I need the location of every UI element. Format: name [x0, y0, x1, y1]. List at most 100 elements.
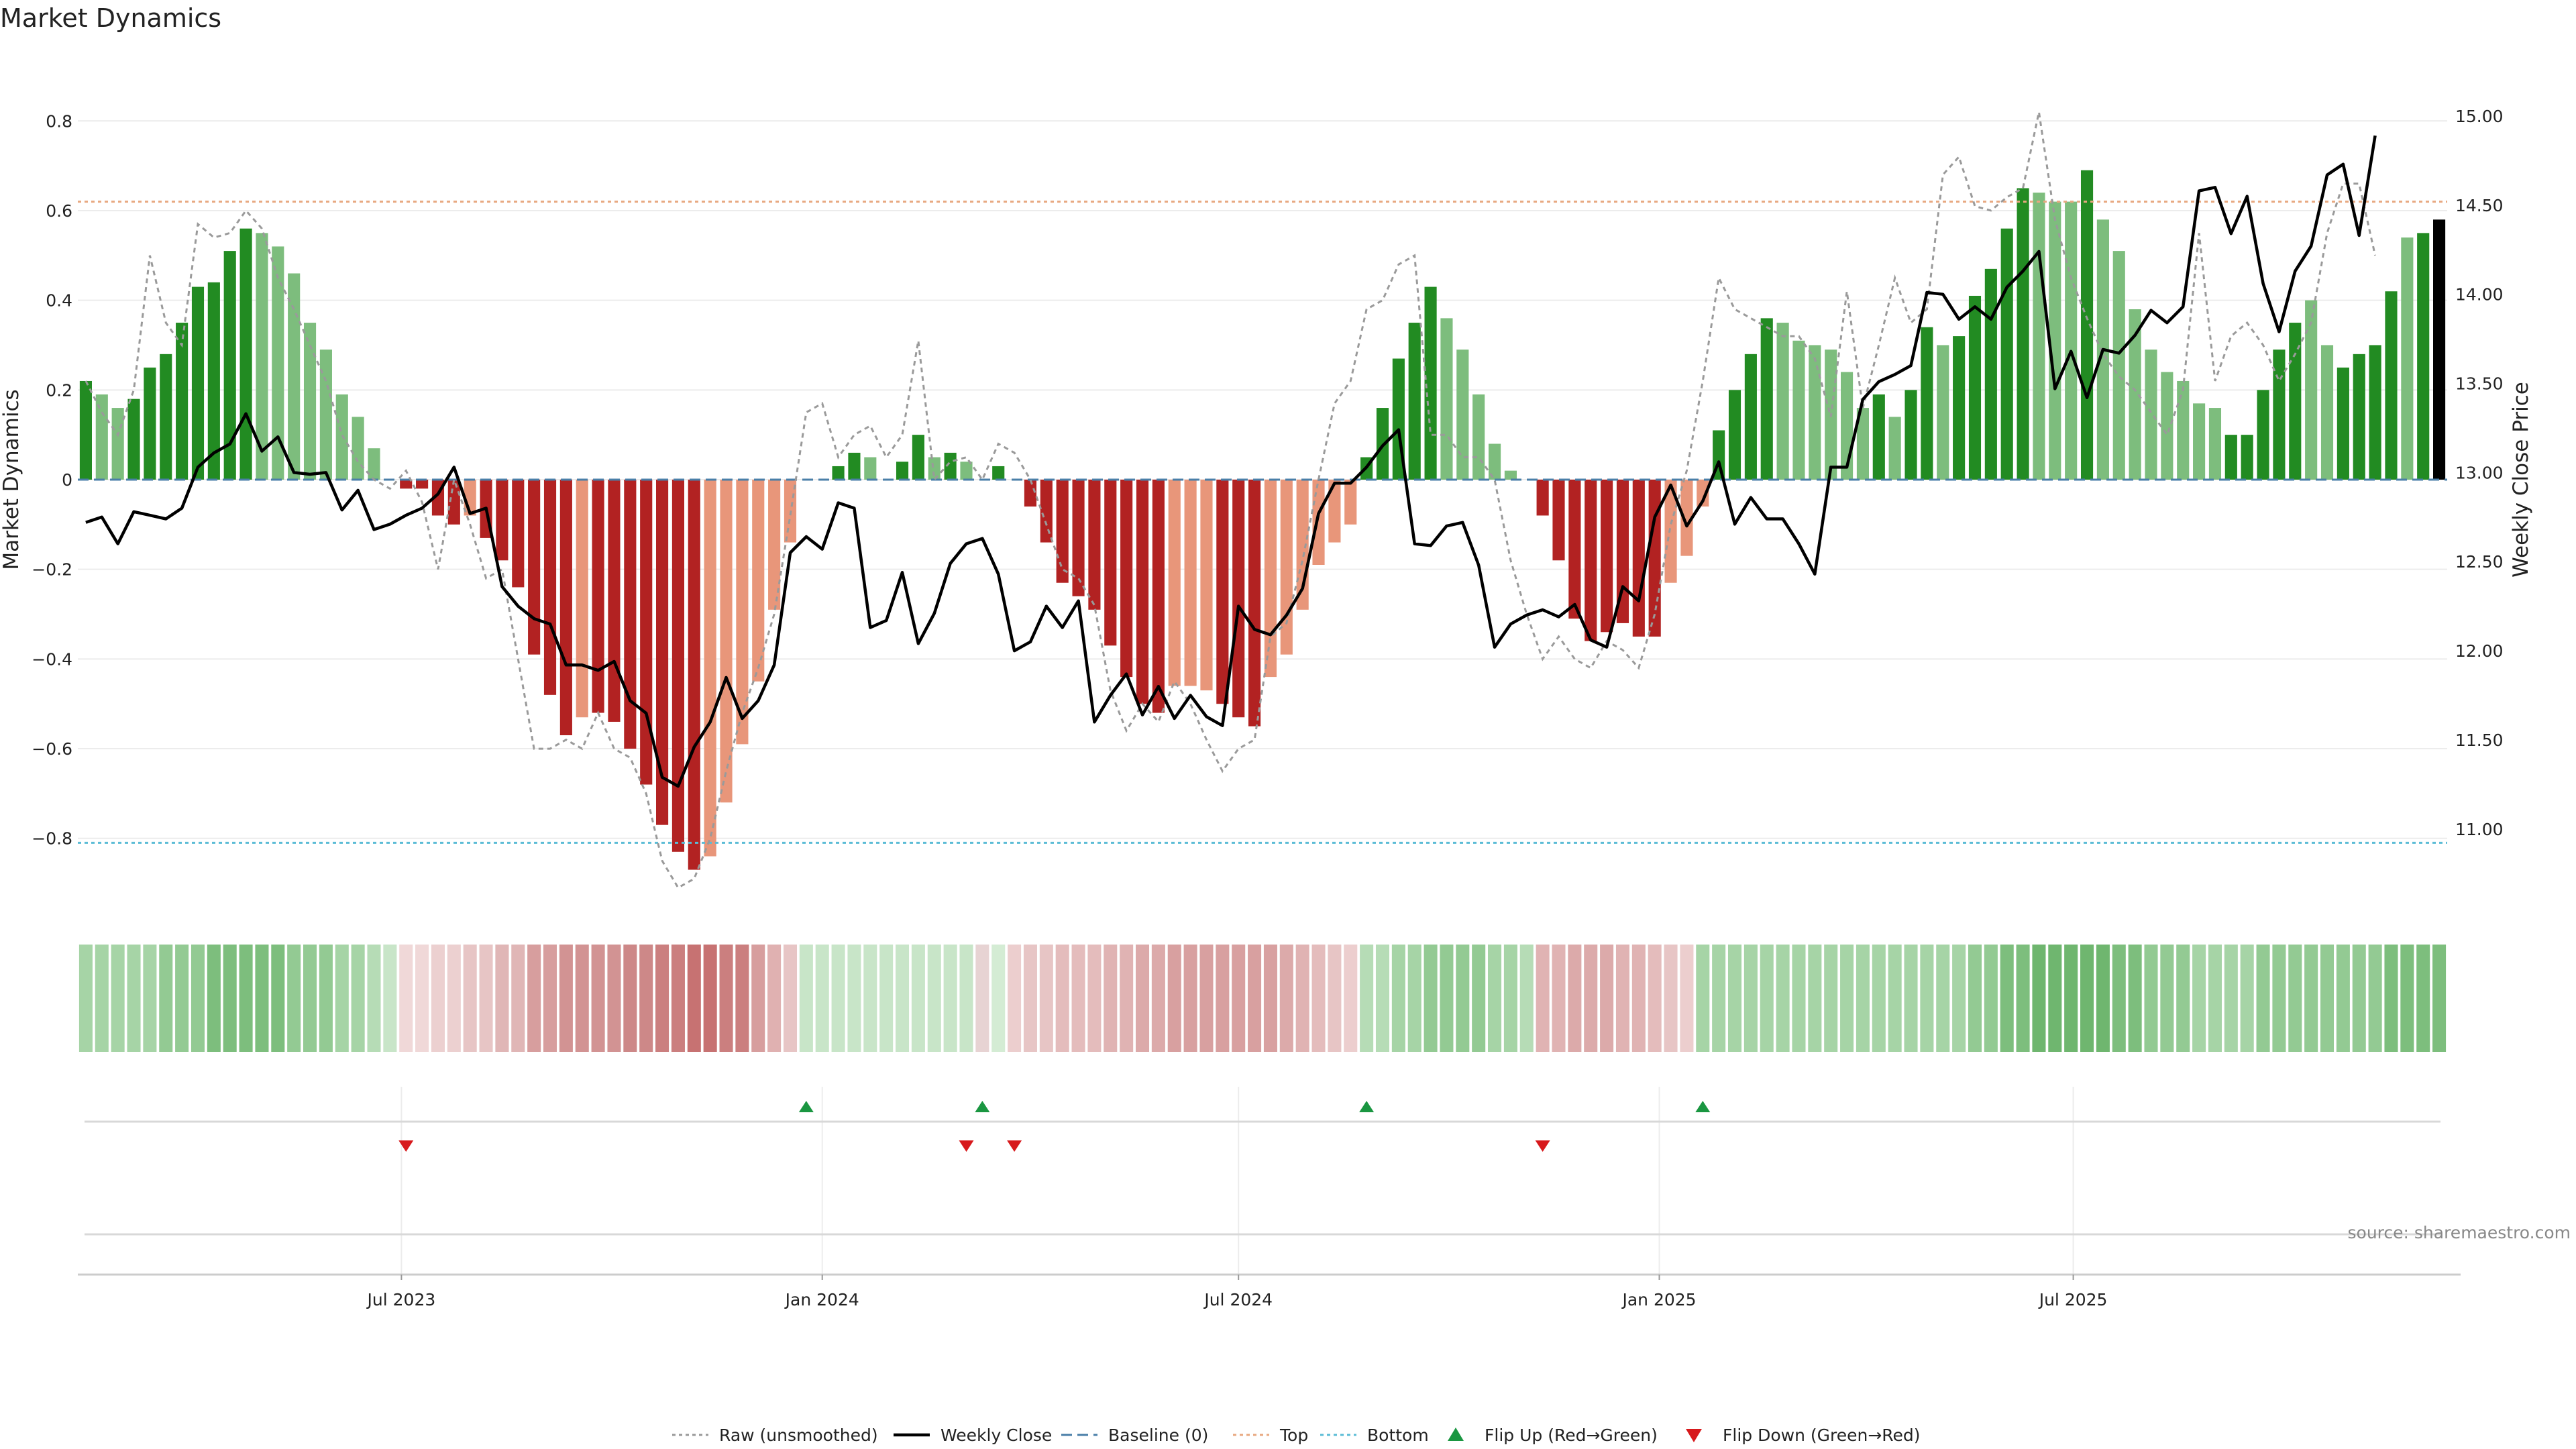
dynamics-bar — [752, 480, 765, 682]
dynamics-bar — [592, 480, 604, 713]
y-left-tick-label: 0.4 — [46, 291, 72, 311]
dynamics-bar — [1456, 350, 1469, 480]
heat-cell — [303, 945, 317, 1052]
heat-cell — [2272, 945, 2286, 1052]
heat-cell — [959, 945, 973, 1052]
dynamics-bar — [2208, 408, 2222, 480]
dynamics-bar — [1216, 480, 1229, 704]
dynamics-bar — [608, 480, 621, 722]
heat-cell — [479, 945, 493, 1052]
heat-cell — [1216, 945, 1230, 1052]
heat-cell — [703, 945, 717, 1052]
dynamics-bar — [1744, 354, 1757, 480]
dynamics-bar — [2401, 237, 2414, 480]
y-left-tick-label: 0 — [62, 470, 72, 490]
y-right-tick-label: 11.00 — [2455, 820, 2504, 839]
heat-cell — [351, 945, 365, 1052]
dynamics-bar — [2417, 233, 2430, 480]
dynamics-bar — [223, 251, 236, 480]
heat-cell — [1600, 945, 1614, 1052]
heat-cell — [1743, 945, 1758, 1052]
dynamics-bar — [1648, 480, 1661, 637]
dynamics-bar — [2129, 309, 2141, 480]
heat-cell — [2128, 945, 2142, 1052]
heat-cell — [1727, 945, 1742, 1052]
dynamics-bar — [1856, 408, 1870, 480]
heat-cell — [1279, 945, 1293, 1052]
heat-cell — [495, 945, 509, 1052]
heat-cell — [2048, 945, 2062, 1052]
heat-cell — [175, 945, 189, 1052]
heat-cell — [2240, 945, 2254, 1052]
dynamics-bar — [736, 480, 749, 745]
heat-cell — [2064, 945, 2078, 1052]
heat-cell — [1568, 945, 1582, 1052]
dynamics-bar — [160, 354, 172, 480]
dynamics-bar — [768, 480, 781, 610]
heat-cell — [463, 945, 477, 1052]
heat-cell — [1536, 945, 1550, 1052]
dynamics-bar — [1552, 480, 1565, 561]
dynamics-bar — [543, 480, 557, 695]
heat-cell — [1199, 945, 1214, 1052]
y-axis-left-label: Market Dynamics — [0, 389, 23, 570]
heat-cell — [223, 945, 237, 1052]
heat-cell — [1328, 945, 1342, 1052]
dynamics-bar — [1792, 340, 1805, 480]
heat-cell — [2016, 945, 2030, 1052]
dynamics-bar — [207, 282, 220, 480]
heat-cell — [1248, 945, 1262, 1052]
heat-cell — [399, 945, 413, 1052]
y-right-tick-label: 12.00 — [2455, 641, 2504, 661]
heat-cell — [896, 945, 910, 1052]
dynamics-bar — [1024, 480, 1037, 507]
heat-cell — [1104, 945, 1118, 1052]
dynamics-bar — [1152, 480, 1165, 713]
heat-cell — [1824, 945, 1838, 1052]
heat-cell — [2160, 945, 2174, 1052]
dynamics-bar — [1200, 480, 1213, 691]
heat-cell — [271, 945, 285, 1052]
heat-cell — [1375, 945, 1390, 1052]
dynamics-bar — [1728, 390, 1741, 480]
flip-down-marker — [1535, 1140, 1550, 1152]
legend-label: Baseline (0) — [1108, 1426, 1208, 1445]
dynamics-bar — [896, 462, 909, 480]
heat-cell — [2000, 945, 2014, 1052]
heat-cell — [1232, 945, 1246, 1052]
flip-up-marker — [975, 1101, 990, 1112]
dynamics-bar — [1904, 390, 1917, 480]
heat-cell — [1360, 945, 1374, 1052]
dynamics-bar — [688, 480, 700, 870]
legend-swatch-flip-up — [1448, 1428, 1464, 1441]
x-tick-label: Jul 2025 — [2038, 1290, 2108, 1309]
dynamics-bar — [672, 480, 685, 852]
dynamics-bar — [640, 480, 653, 785]
dynamics-bar — [2177, 380, 2190, 480]
heat-cell — [1760, 945, 1774, 1052]
dynamics-bar — [1120, 480, 1133, 678]
dynamics-bar — [2369, 345, 2381, 480]
dynamics-bar — [2080, 170, 2094, 480]
heat-cell — [831, 945, 845, 1052]
x-tick-label: Jul 2024 — [1203, 1290, 1273, 1309]
dynamics-bar — [1504, 470, 1517, 480]
heat-cell — [1008, 945, 1022, 1052]
legend-item: Top — [1233, 1426, 1308, 1445]
dynamics-bar — [400, 480, 413, 489]
legend-label: Flip Down (Green→Red) — [1723, 1426, 1921, 1445]
dynamics-bar — [912, 435, 924, 480]
dynamics-bar — [559, 480, 572, 735]
heat-cell — [1167, 945, 1181, 1052]
heat-cell — [2224, 945, 2238, 1052]
heat-cell — [767, 945, 782, 1052]
heat-cell — [1776, 945, 1790, 1052]
dynamics-bar — [2257, 390, 2269, 480]
heat-cell — [1311, 945, 1326, 1052]
dynamics-bar — [944, 452, 957, 480]
legend-label: Raw (unsmoothed) — [719, 1426, 878, 1445]
heat-cell — [511, 945, 525, 1052]
dynamics-bar — [655, 480, 669, 825]
dynamics-bar — [1280, 480, 1293, 655]
dynamics-bar — [2337, 367, 2349, 480]
